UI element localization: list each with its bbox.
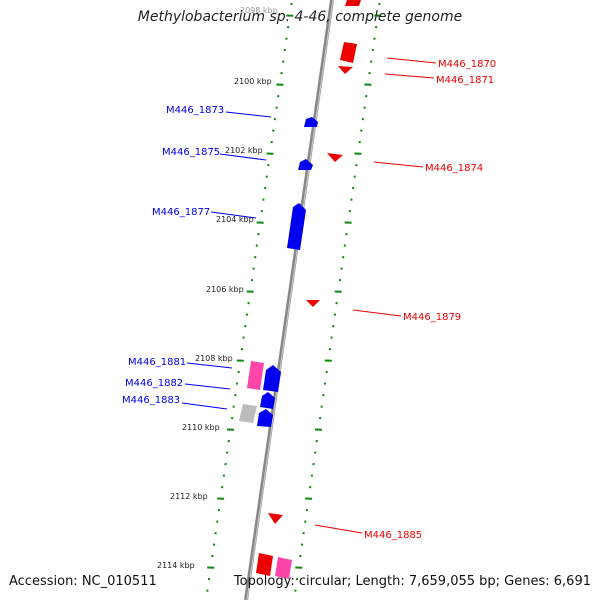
leader-line-m446-1871 (385, 74, 434, 78)
gene-arrow-m446-1870[interactable] (340, 42, 357, 63)
gene-label-m446-1877[interactable]: M446_1877 (152, 207, 210, 218)
kbp-tick-marks (206, 4, 381, 591)
gene-label-m446-1883[interactable]: M446_1883 (122, 395, 180, 406)
gene-arrow-m446-1874[interactable] (327, 153, 343, 162)
leader-line-m446-1874 (374, 162, 423, 167)
ruler-label-2114: 2114 kbp (157, 561, 195, 570)
gene-label-m446-1873[interactable]: M446_1873 (166, 105, 224, 116)
gene-label-m446-1875[interactable]: M446_1875 (162, 147, 220, 158)
gene-arrow-m446-1879[interactable] (306, 300, 320, 307)
gene-label-m446-1874[interactable]: M446_1874 (425, 163, 483, 174)
gene-arrow-m446-1885[interactable] (268, 513, 283, 524)
ruler-labels: 2098 kbp 2100 kbp 2102 kbp 2104 kbp 2106… (157, 6, 278, 570)
genome-summary-text: Topology: circular; Length: 7,659,055 bp… (234, 574, 591, 589)
rna-gene-block[interactable] (239, 404, 257, 423)
ruler-label-2104: 2104 kbp (216, 215, 254, 224)
gene-label-m446-1881[interactable]: M446_1881 (128, 357, 186, 368)
reverse-genes (268, 0, 361, 524)
leader-line-m446-1885 (315, 525, 362, 533)
ruler-label-2102: 2102 kbp (225, 146, 263, 155)
gene-arrow-m446-1877[interactable] (287, 203, 306, 250)
gene-block-top[interactable] (345, 0, 361, 6)
gene-arrow-m446-1882[interactable] (260, 392, 275, 409)
gene-arrow-m446-1883[interactable] (257, 409, 273, 427)
gene-label-m446-1870[interactable]: M446_1870 (438, 59, 496, 70)
gene-arrow-m446-1871[interactable] (338, 66, 353, 74)
gene-label-m446-1871[interactable]: M446_1871 (436, 75, 494, 86)
genome-backbone-highlight (247, 0, 333, 600)
leader-line-m446-1879 (353, 310, 401, 316)
reverse-gene-labels: M446_1870 M446_1871 M446_1874 M446_1879 … (315, 58, 496, 541)
leader-line-m446-1882 (185, 384, 230, 389)
gene-label-m446-1882[interactable]: M446_1882 (125, 378, 183, 389)
leader-line-m446-1873 (226, 112, 271, 117)
gene-block-bottom-1[interactable] (256, 553, 273, 576)
ruler-label-2100: 2100 kbp (234, 77, 272, 86)
ruler-label-2108: 2108 kbp (195, 354, 233, 363)
gene-label-m446-1879[interactable]: M446_1879 (403, 312, 461, 323)
ruler-label-2110: 2110 kbp (182, 423, 220, 432)
gene-label-m446-1885[interactable]: M446_1885 (364, 530, 422, 541)
leader-line-m446-1883 (182, 403, 227, 409)
map-title: Methylobacterium sp. 4-46, complete geno… (0, 9, 600, 25)
accession-text: Accession: NC_010511 (9, 574, 157, 589)
ruler-label-2112: 2112 kbp (170, 492, 208, 501)
pseudogene-block[interactable] (247, 361, 264, 390)
ruler-label-2106: 2106 kbp (206, 285, 244, 294)
leader-line-m446-1870 (387, 58, 436, 63)
leader-line-m446-1881 (187, 363, 232, 368)
